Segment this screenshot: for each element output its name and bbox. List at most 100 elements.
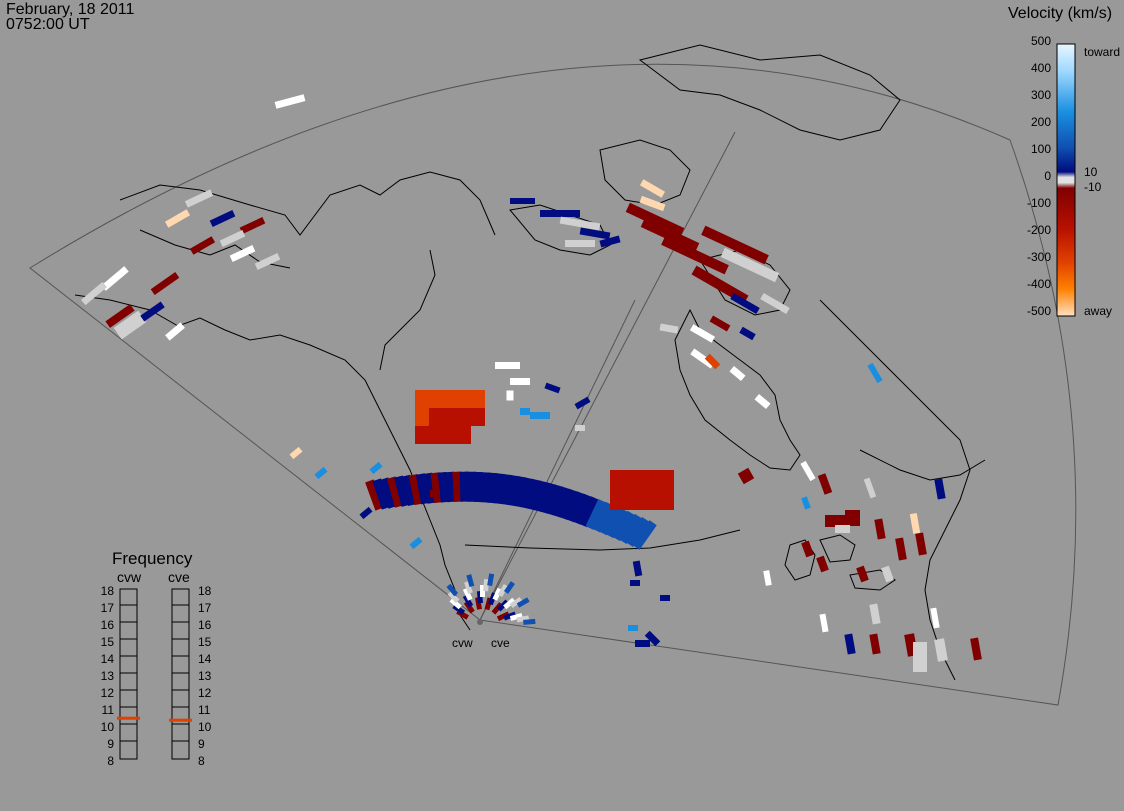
frequency-scale-tick: 18 bbox=[100, 584, 114, 598]
velocity-cell bbox=[530, 412, 550, 419]
colorbar-tick: 200 bbox=[1030, 115, 1051, 129]
velocity-cell bbox=[763, 570, 772, 586]
velocity-cell bbox=[464, 580, 473, 594]
frequency-scale-tick: 16 bbox=[198, 618, 212, 632]
velocity-cell bbox=[658, 490, 674, 510]
velocity-cell bbox=[639, 179, 666, 198]
velocity-cell bbox=[737, 467, 755, 485]
velocity-cell bbox=[189, 236, 216, 255]
velocity-cell bbox=[642, 490, 658, 510]
frequency-scale-tick: 13 bbox=[100, 669, 114, 683]
velocity-cell bbox=[635, 640, 650, 647]
colorbar-tick: -500 bbox=[1026, 304, 1051, 318]
velocity-cell bbox=[599, 235, 621, 248]
velocity-cell bbox=[105, 304, 135, 328]
velocity-cell bbox=[523, 618, 536, 625]
velocity-cell bbox=[618, 513, 643, 545]
colorbar-tick: -200 bbox=[1026, 223, 1051, 237]
velocity-cell bbox=[401, 474, 417, 506]
velocity-cell bbox=[729, 365, 746, 382]
colorbar-tick: -10 bbox=[1084, 180, 1102, 194]
frequency-title: Frequency bbox=[112, 549, 193, 568]
velocity-cell bbox=[934, 478, 946, 500]
velocity-cell bbox=[801, 540, 814, 558]
frequency-scale-tick: 8 bbox=[198, 754, 205, 768]
frequency-scale-tick: 14 bbox=[198, 652, 212, 666]
velocity-cell bbox=[640, 217, 700, 253]
velocity-cell bbox=[610, 470, 626, 490]
velocity-cell bbox=[466, 574, 475, 588]
velocity-cell bbox=[801, 496, 811, 510]
velocity-cell bbox=[497, 584, 509, 597]
velocity-cell bbox=[510, 198, 535, 204]
velocity-cell bbox=[510, 378, 530, 385]
velocity-cell bbox=[869, 603, 881, 625]
velocity-cell bbox=[610, 490, 626, 510]
velocity-cell bbox=[863, 477, 877, 499]
velocity-cell bbox=[874, 518, 886, 540]
velocity-cell bbox=[519, 477, 535, 509]
velocity-cell bbox=[800, 460, 816, 482]
velocity-cell bbox=[689, 324, 716, 343]
velocity-cell bbox=[540, 210, 580, 217]
velocity-cell bbox=[845, 510, 860, 526]
frequency-scale-tick: 13 bbox=[198, 669, 212, 683]
velocity-cell bbox=[503, 611, 517, 621]
velocity-cell bbox=[539, 482, 556, 514]
velocity-cell bbox=[415, 473, 431, 505]
velocity-cell bbox=[496, 611, 510, 622]
velocity-cell bbox=[415, 408, 429, 426]
velocity-cell bbox=[495, 362, 520, 369]
velocity-cell bbox=[730, 292, 760, 315]
velocity-cell bbox=[660, 595, 670, 601]
colorbar-tick: -400 bbox=[1026, 277, 1051, 291]
frequency-scale-tick: 11 bbox=[101, 703, 114, 717]
frequency-scale-tick: 15 bbox=[198, 635, 212, 649]
velocity-cell bbox=[229, 245, 256, 262]
velocity-cell bbox=[520, 408, 530, 415]
velocity-cell bbox=[386, 476, 404, 508]
velocity-cell bbox=[150, 272, 180, 295]
velocity-cell bbox=[471, 390, 485, 408]
frequency-scale-tick: 14 bbox=[100, 652, 114, 666]
velocity-cell bbox=[690, 348, 715, 369]
velocity-cell bbox=[559, 216, 601, 231]
frequency-scale-tick: 12 bbox=[100, 686, 114, 700]
velocity-cell bbox=[379, 477, 398, 509]
velocity-cell bbox=[575, 425, 585, 431]
velocity-cell bbox=[628, 625, 638, 631]
velocity-cell bbox=[869, 633, 881, 655]
velocity-cell bbox=[612, 510, 636, 542]
velocity-cell bbox=[579, 227, 611, 240]
velocity-cell bbox=[526, 478, 542, 511]
velocity-cell bbox=[632, 560, 643, 577]
velocity-cell bbox=[909, 513, 921, 534]
radar-label-west: cvw bbox=[452, 636, 473, 650]
velocity-cell bbox=[867, 362, 883, 384]
velocity-cell bbox=[409, 536, 423, 550]
velocity-cell bbox=[572, 493, 593, 525]
velocity-cell bbox=[819, 613, 829, 633]
velocity-cell bbox=[254, 253, 281, 270]
velocity-cell bbox=[274, 94, 306, 109]
velocity-cell bbox=[487, 573, 495, 587]
velocity-cell bbox=[446, 583, 459, 597]
velocity-cell bbox=[970, 637, 982, 661]
velocity-cell bbox=[359, 506, 373, 520]
radar-label-east: cve bbox=[491, 636, 510, 650]
velocity-cell bbox=[113, 310, 147, 340]
velocity-cell bbox=[449, 597, 462, 610]
velocity-cell bbox=[844, 633, 856, 655]
velocity-cell bbox=[626, 470, 642, 490]
radar-velocity-cells bbox=[81, 94, 982, 672]
velocity-cell bbox=[934, 638, 948, 662]
velocity-cell bbox=[632, 520, 657, 550]
velocity-cell bbox=[457, 426, 471, 444]
velocity-cell bbox=[639, 195, 666, 212]
frequency-scale-tick: 15 bbox=[100, 635, 114, 649]
colorbar-tick: -100 bbox=[1026, 196, 1051, 210]
frequency-gauge-cvw bbox=[119, 588, 138, 760]
velocity-cell bbox=[644, 630, 661, 647]
velocity-cell bbox=[701, 225, 769, 265]
velocity-cell bbox=[165, 322, 185, 341]
